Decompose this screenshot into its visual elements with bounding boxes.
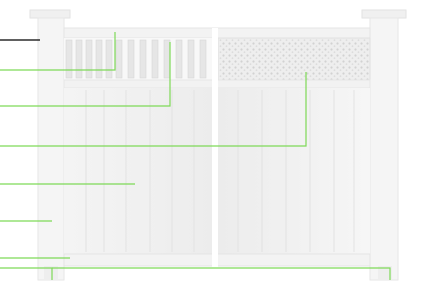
callout-line [52, 268, 390, 280]
page [0, 0, 423, 300]
left-post [38, 18, 64, 280]
right-post [370, 18, 398, 280]
fence-diagram [0, 0, 423, 300]
lattice-topper [218, 38, 370, 80]
fence [30, 10, 406, 280]
post-cap [362, 10, 406, 18]
section-gap [212, 28, 218, 278]
post-cap [30, 10, 70, 18]
